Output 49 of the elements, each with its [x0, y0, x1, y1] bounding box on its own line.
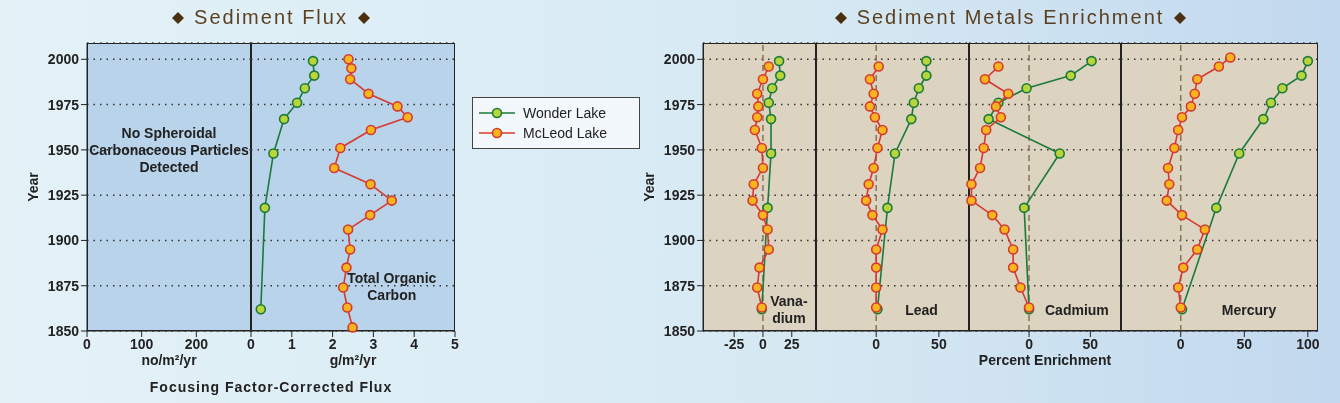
annotation: Mercury	[1220, 301, 1278, 319]
y-tick-label: 1975	[663, 96, 696, 113]
x-tick-label: 50	[931, 335, 947, 352]
x-tick-label: 25	[784, 335, 800, 352]
x-tick-label: 0	[83, 335, 92, 352]
y-tick-label: 1925	[663, 187, 696, 204]
x-tick-label: 0	[872, 335, 881, 352]
y-tick-label: 1875	[663, 277, 696, 294]
x-tick-label: 100	[129, 335, 154, 352]
legend-label: Wonder Lake	[523, 105, 607, 121]
annotation: No Spheroidal Carbonaceous Particles Detected	[89, 124, 249, 176]
x-axis-title: Percent Enrichment	[977, 352, 1113, 368]
y-axis-title: Year	[641, 171, 658, 204]
annotation: Lead	[904, 301, 939, 319]
text: Focusing Factor-Corrected Flux	[148, 378, 394, 396]
x-tick-label: 1	[287, 335, 296, 352]
annotation: Total Organic Carbon	[346, 270, 438, 304]
x-tick-label: 100	[1296, 335, 1320, 352]
x-tick-label: 50	[1236, 335, 1253, 352]
y-tick-label: 1900	[47, 232, 80, 249]
y-tick-label: 1925	[47, 187, 80, 204]
chart-title: Sediment Metals Enrichment	[856, 6, 1165, 29]
annotation: Cadmium	[1044, 301, 1110, 319]
x-axis-title: no/m²/yr	[140, 352, 198, 368]
y-tick-label: 1975	[47, 96, 80, 113]
annotation: Vana-dium	[769, 293, 809, 327]
x-tick-label: -25	[724, 335, 745, 352]
y-tick-label: 2000	[663, 51, 696, 68]
y-tick-label: 1875	[47, 277, 80, 294]
y-tick-label: 1900	[663, 232, 696, 249]
x-tick-label: 4	[410, 335, 419, 352]
y-axis-title: Year	[25, 171, 42, 204]
x-axis-title: g/m²/yr	[328, 352, 378, 368]
x-tick-label: 50	[1082, 335, 1099, 352]
x-tick-label: 5	[451, 335, 460, 352]
legend-label: McLeod Lake	[523, 125, 608, 141]
x-tick-label: 3	[369, 335, 378, 352]
y-tick-label: 1850	[663, 322, 696, 339]
x-tick-label: 0	[759, 335, 768, 352]
x-tick-label: 0	[1176, 335, 1185, 352]
x-tick-label: 200	[184, 335, 209, 352]
x-tick-label: 2	[328, 335, 337, 352]
x-tick-label: 0	[1025, 335, 1034, 352]
x-tick-label: 0	[247, 335, 256, 352]
chart-title: Sediment Flux	[194, 6, 348, 29]
y-tick-label: 1850	[47, 322, 80, 339]
y-tick-label: 1950	[47, 141, 80, 158]
y-tick-label: 2000	[47, 51, 80, 68]
y-tick-label: 1950	[663, 141, 696, 158]
